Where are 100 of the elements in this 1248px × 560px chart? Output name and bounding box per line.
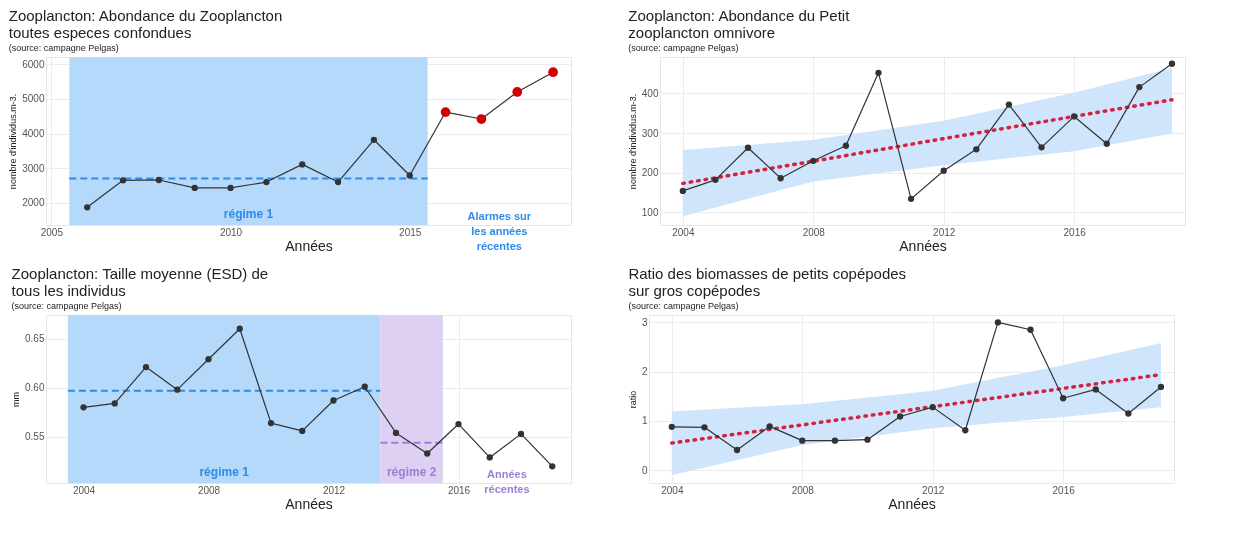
point bbox=[1005, 101, 1013, 108]
point bbox=[679, 187, 686, 195]
point bbox=[994, 319, 1002, 326]
y-axis-title: mm bbox=[11, 392, 22, 407]
point bbox=[111, 400, 118, 407]
y-tick-label: 0.60 bbox=[25, 382, 45, 394]
point bbox=[191, 184, 198, 192]
point bbox=[205, 356, 212, 363]
annotation: Alarmes sur les années récentes bbox=[467, 210, 532, 252]
chart-subtitle: (source: campagne Pelgas) bbox=[628, 43, 739, 53]
y-tick-label: 200 bbox=[641, 167, 659, 179]
point bbox=[1168, 60, 1176, 67]
point bbox=[973, 146, 980, 153]
x-tick-label: 2008 bbox=[791, 484, 815, 496]
band-label: régime 2 bbox=[386, 465, 437, 479]
point bbox=[174, 386, 181, 393]
point bbox=[777, 175, 784, 182]
point bbox=[940, 167, 947, 174]
point bbox=[1157, 383, 1165, 391]
point bbox=[455, 420, 462, 428]
point bbox=[1092, 386, 1099, 393]
y-tick-label: 0.55 bbox=[25, 431, 45, 443]
point bbox=[1027, 326, 1034, 333]
x-tick-label: 2010 bbox=[219, 226, 243, 238]
line-series bbox=[681, 98, 1174, 186]
x-tick-label: 2016 bbox=[1052, 484, 1076, 496]
point bbox=[549, 463, 556, 470]
point bbox=[864, 436, 871, 443]
point bbox=[842, 142, 850, 149]
point bbox=[370, 136, 378, 143]
y-tick-label: 100 bbox=[641, 206, 659, 218]
point bbox=[334, 178, 342, 186]
point bbox=[392, 429, 400, 437]
point bbox=[119, 177, 127, 184]
chart-title: Zooplancton: Abondance du Petit zooplancton omnivore bbox=[628, 7, 851, 41]
point bbox=[1103, 140, 1110, 147]
point bbox=[155, 176, 163, 184]
point bbox=[929, 403, 936, 411]
point bbox=[361, 383, 368, 390]
point bbox=[875, 69, 882, 76]
point bbox=[1038, 144, 1045, 151]
point bbox=[766, 423, 773, 430]
y-tick-label: 400 bbox=[641, 87, 659, 99]
chart-subtitle: (source: campagne Pelgas) bbox=[628, 301, 739, 311]
x-tick-label: 2015 bbox=[399, 226, 422, 238]
x-axis-title: Années bbox=[899, 237, 947, 254]
chart-title: Ratio des biomasses de petits copépodes sur gros copépodes bbox=[628, 265, 907, 299]
band-label: régime 1 bbox=[199, 465, 250, 479]
x-tick-label: 2004 bbox=[72, 484, 96, 496]
y-axis-title: ratio bbox=[627, 390, 638, 409]
point bbox=[236, 325, 243, 332]
point bbox=[142, 363, 150, 371]
x-tick-label: 2004 bbox=[661, 484, 684, 496]
point bbox=[1059, 395, 1067, 402]
x-axis-title: Années bbox=[285, 495, 333, 512]
point bbox=[907, 195, 915, 202]
point bbox=[299, 161, 306, 168]
chart-subtitle: (source: campagne Pelgas) bbox=[8, 43, 119, 53]
chart-title: Zooplancton: Abondance du Zooplancton toutes especes confondues bbox=[8, 7, 283, 41]
y-tick-label: 0 bbox=[641, 464, 648, 476]
point bbox=[330, 397, 337, 404]
point bbox=[227, 184, 234, 192]
point bbox=[84, 204, 91, 211]
y-tick-label: 5000 bbox=[22, 93, 45, 105]
y-tick-label: 300 bbox=[641, 127, 659, 139]
point bbox=[733, 446, 741, 454]
y-tick-label: 2 bbox=[641, 366, 648, 378]
y-tick-label: 2000 bbox=[22, 197, 45, 209]
x-tick-label: 2016 bbox=[1063, 226, 1087, 238]
y-axis-title: nombre d'individus.m-3. bbox=[627, 93, 638, 190]
point bbox=[896, 413, 904, 420]
point bbox=[668, 423, 675, 430]
x-tick-label: 2008 bbox=[802, 226, 826, 238]
y-axis-title: nombre d'individus.m-3. bbox=[8, 93, 19, 190]
point bbox=[1136, 83, 1143, 91]
x-tick-label: 2012 bbox=[322, 484, 346, 496]
x-tick-label: 2012 bbox=[933, 226, 956, 238]
point bbox=[486, 454, 493, 461]
y-tick-label: 4000 bbox=[22, 128, 45, 140]
annotation: Années récentes bbox=[484, 468, 530, 495]
x-tick-label: 2012 bbox=[922, 484, 945, 496]
point bbox=[712, 176, 719, 183]
y-tick-label: 3 bbox=[641, 316, 648, 328]
y-tick-label: 1 bbox=[641, 415, 648, 427]
x-axis-title: Années bbox=[285, 237, 333, 254]
point bbox=[267, 419, 275, 427]
point bbox=[799, 437, 806, 444]
point bbox=[1125, 410, 1132, 417]
point bbox=[263, 178, 270, 186]
x-tick-label: 2005 bbox=[40, 226, 64, 238]
x-tick-label: 2008 bbox=[197, 484, 221, 496]
point bbox=[831, 437, 839, 444]
band-label: régime 1 bbox=[223, 207, 274, 221]
point bbox=[744, 144, 752, 151]
point bbox=[80, 404, 87, 411]
y-tick-label: 0.65 bbox=[25, 333, 45, 345]
chart-title: Zooplancton: Taille moyenne (ESD) de tous les individus bbox=[11, 265, 269, 299]
point bbox=[701, 424, 708, 431]
point bbox=[424, 450, 431, 457]
point bbox=[810, 157, 817, 164]
